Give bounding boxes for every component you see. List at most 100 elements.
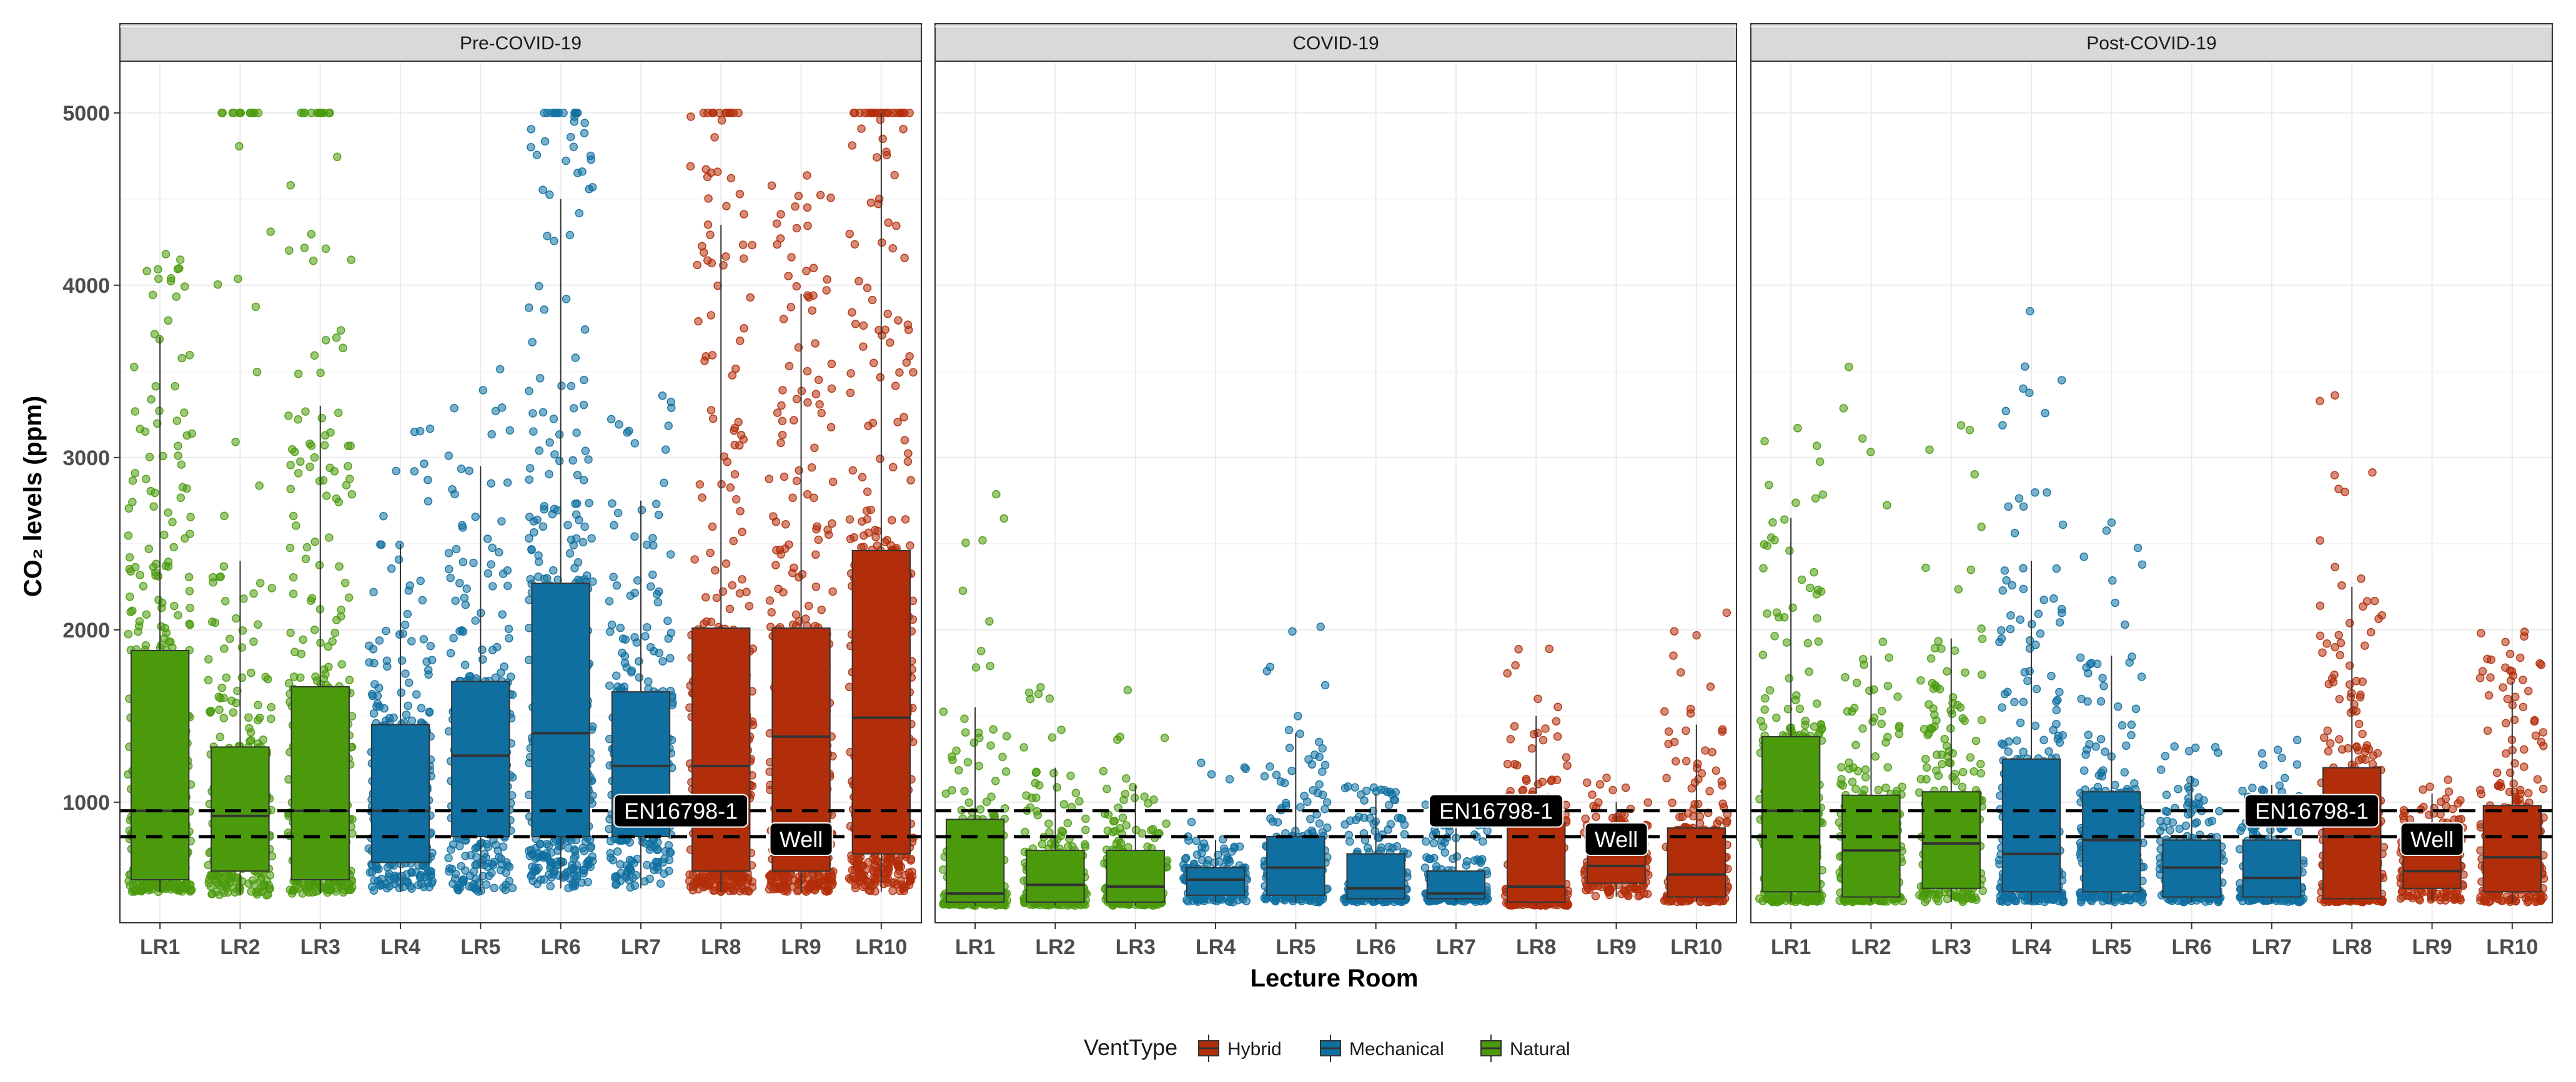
data-point [136,425,144,433]
data-point [740,210,748,219]
data-point [646,582,655,591]
data-point [1109,817,1118,826]
data-point [466,851,475,860]
data-point [1276,777,1286,786]
data-point [128,606,137,615]
data-point [982,797,991,806]
data-point [811,882,820,891]
data-point [124,531,133,540]
data-point [204,676,213,685]
data-point [570,109,579,117]
data-point [581,446,590,455]
data-point [527,125,536,134]
data-point [906,476,915,484]
data-point [458,877,468,887]
data-point [224,888,232,897]
data-point [550,450,559,459]
data-point [1545,644,1554,654]
data-point [976,646,986,656]
data-point [1182,853,1191,863]
data-point [855,877,864,885]
data-point [248,876,257,885]
data-point [385,882,394,891]
data-point [847,855,856,863]
data-point [663,616,672,626]
data-point [487,479,496,488]
data-point [346,441,355,450]
data-point [1563,761,1572,770]
data-point [960,714,969,723]
data-point [249,589,258,598]
data-point [767,181,776,190]
data-point [952,746,961,755]
data-point [713,167,722,176]
data-point [785,540,793,549]
data-point [578,865,588,875]
data-point [300,243,309,252]
data-point [345,475,354,483]
data-point [145,453,154,461]
data-point [310,537,319,546]
data-point [1320,805,1329,814]
data-point [1024,688,1034,697]
data-point [1057,725,1066,734]
data-point [1119,795,1128,804]
data-point [848,141,857,150]
data-point [971,663,981,672]
data-point [163,883,172,892]
data-point [307,594,317,602]
data-point [310,453,319,462]
data-point [698,870,707,880]
data-point [288,445,297,454]
data-point [772,877,781,886]
data-point [548,509,557,519]
box-iqr [691,627,751,872]
data-point [626,591,635,600]
data-point [906,541,914,550]
x-tick-label-lr2: LR2 [220,935,260,959]
data-point [1384,825,1393,834]
data-point [161,250,171,258]
data-point [208,617,217,626]
data-point [445,564,453,574]
data-point [745,601,754,611]
data-point [545,190,554,199]
data-point [460,661,470,669]
data-point [1287,766,1296,775]
data-point [632,638,642,647]
data-point [706,548,715,558]
data-point [803,171,811,180]
data-point [625,865,635,873]
data-point [1240,763,1249,772]
data-point [266,227,275,236]
data-point [451,596,460,605]
data-point [184,573,194,581]
data-point [876,373,885,382]
data-point [904,325,913,335]
data-point [142,610,151,619]
data-point [1295,729,1305,739]
data-point [814,872,823,881]
data-point [876,455,884,463]
data-point [400,621,410,629]
data-point [730,423,740,433]
data-point [878,134,887,144]
data-point [578,538,588,547]
data-point [863,514,872,524]
data-point [889,878,899,887]
data-point [660,478,668,488]
data-point [780,875,790,884]
data-point [125,553,134,562]
data-point [485,872,493,880]
data-point [444,451,453,460]
data-point [455,579,464,588]
ref-label-well: Well [780,827,823,852]
data-point [811,390,821,398]
data-point [340,578,350,588]
data-point [174,441,182,450]
data-point [215,732,225,742]
data-point [333,152,342,162]
data-point [656,879,665,888]
data-point [635,657,643,666]
box-iqr [451,681,510,837]
